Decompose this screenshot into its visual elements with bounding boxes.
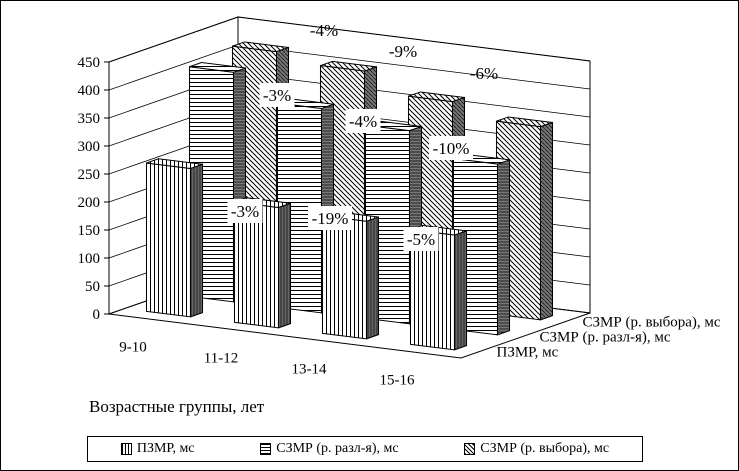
bar-top	[189, 62, 246, 73]
bar-front	[321, 215, 367, 340]
x-axis-title: Возрастные группы, лет	[89, 397, 265, 416]
data-label-bg	[227, 199, 263, 223]
data-label-text: -3%	[231, 202, 259, 221]
y-tick-label: 200	[78, 195, 101, 211]
legend-swatch-1	[260, 443, 272, 455]
y-tick-label: 450	[78, 55, 101, 71]
data-label: -9%	[389, 42, 417, 61]
data-label-text: -3%	[263, 86, 291, 105]
bar-side	[453, 230, 468, 351]
gridline	[108, 16, 591, 63]
bar-side	[539, 121, 554, 321]
data-label: -6%	[470, 64, 498, 83]
y-tick-label: 350	[78, 111, 101, 127]
bar	[321, 211, 380, 340]
y-tick-label: 50	[85, 279, 100, 295]
legend-item-0: ПЗМР, мс	[120, 441, 195, 457]
data-label-text: -10%	[433, 139, 470, 158]
legend-swatch-0	[120, 443, 132, 455]
data-label-bg	[429, 136, 473, 160]
data-label-text: -4%	[310, 21, 338, 40]
data-label: -4%	[310, 21, 338, 40]
depth-axis-label: СЗМР (р. разл-я), мс	[540, 330, 671, 346]
depth-axis-label: ПЗМР, мс	[497, 345, 559, 361]
y-tick-label: 100	[78, 251, 101, 267]
legend-label-0: ПЗМР, мс	[136, 441, 195, 456]
legend-label-2: СЗМР (р. выбора), мс	[480, 441, 610, 456]
bar-top	[408, 91, 465, 103]
bar-top	[146, 158, 203, 169]
bar-top	[320, 60, 377, 72]
data-label: -4%	[345, 109, 381, 133]
data-label-text: -6%	[470, 64, 498, 83]
y-tick-label: 300	[78, 139, 101, 155]
x-tick-label: 13-14	[292, 362, 327, 378]
bar-side	[365, 216, 380, 340]
x-tick-label: 11-12	[204, 351, 238, 367]
chart-legend: ПЗМР, мс СЗМР (р. разл-я), мс СЗМР (р. в…	[87, 436, 643, 462]
data-label-text: -5%	[407, 230, 435, 249]
data-label-bg	[259, 83, 295, 107]
legend-label-1: СЗМР (р. разл-я), мс	[276, 441, 399, 456]
bar-front	[145, 162, 191, 318]
legend-item-2: СЗМР (р. выбора), мс	[464, 441, 609, 457]
bar-side	[277, 202, 292, 329]
data-label: -19%	[308, 206, 352, 230]
data-label: -3%	[259, 83, 295, 107]
data-label: -10%	[429, 136, 473, 160]
x-tick-label: 15-16	[380, 373, 415, 389]
bar-side	[189, 163, 204, 318]
x-tick-label: 9-10	[119, 340, 147, 356]
depth-axis-label: СЗМР (р. выбора), мс	[583, 315, 721, 331]
data-label-text: -9%	[389, 42, 417, 61]
bar-side	[496, 159, 511, 336]
legend-swatch-2	[464, 443, 476, 455]
data-label: -3%	[227, 199, 263, 223]
data-label-text: -4%	[349, 112, 377, 131]
y-tick-label: 400	[78, 83, 101, 99]
bar-top	[496, 116, 553, 128]
bar	[145, 158, 204, 318]
y-tick-label: 150	[78, 223, 101, 239]
data-label: -5%	[403, 227, 439, 251]
bar-top	[232, 41, 289, 53]
y-tick-label: 0	[93, 307, 101, 323]
data-label-text: -19%	[312, 209, 349, 228]
y-tick-label: 250	[78, 167, 101, 183]
data-label-bg	[308, 206, 352, 230]
legend-item-1: СЗМР (р. разл-я), мс	[260, 441, 399, 457]
data-label-bg	[403, 227, 439, 251]
data-label-bg	[345, 109, 381, 133]
